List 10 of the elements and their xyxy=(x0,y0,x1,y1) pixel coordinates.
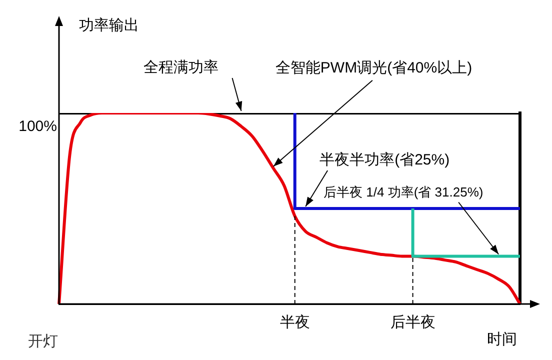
x-tick-label: 半夜 xyxy=(280,314,310,332)
text: 开灯 xyxy=(28,333,58,350)
text: 全智能PWM调光(省40%以上) xyxy=(275,59,472,76)
text: 100% xyxy=(18,118,57,135)
text: 功率输出 xyxy=(79,17,139,34)
text: 全程满功率 xyxy=(143,59,218,76)
series-label: 半夜半功率(省25%) xyxy=(320,152,450,168)
x-tick-label: 后半夜 xyxy=(390,314,436,332)
x-axis-title: 时间 xyxy=(487,331,517,348)
series-label: 后半夜 1/4 功率(省 31.25%) xyxy=(324,184,484,200)
